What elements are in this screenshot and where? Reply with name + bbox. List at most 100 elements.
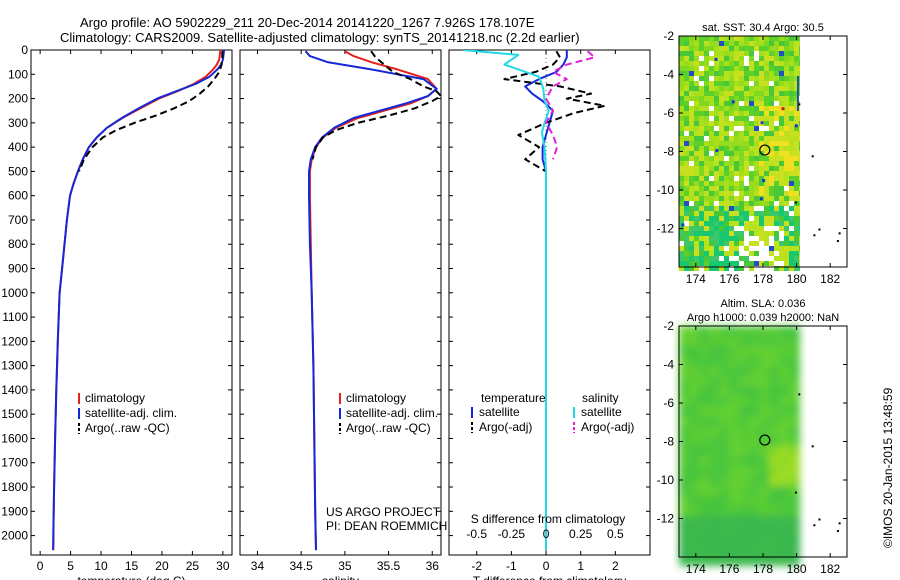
- sst-cell: [694, 201, 699, 206]
- sla-cell: [779, 326, 789, 336]
- sla-cell: [729, 556, 739, 566]
- sst-cell: [779, 186, 784, 191]
- sst-cell: [699, 181, 704, 186]
- sst-cell: [719, 196, 724, 201]
- sla-cell: [699, 366, 709, 376]
- sla-cell: [709, 366, 719, 376]
- sst-hot-pixel: [781, 107, 785, 111]
- sst_map-xtick-label: 182: [820, 272, 840, 286]
- sst-cell: [769, 86, 774, 91]
- sst-cell: [754, 156, 759, 161]
- sla-cell: [729, 336, 739, 346]
- sst-cell: [749, 136, 754, 141]
- sst-cell: [734, 191, 739, 196]
- sst-cell: [719, 116, 724, 121]
- sst-cell: [744, 56, 749, 61]
- sst-cell: [779, 146, 784, 151]
- sst-cell: [754, 66, 759, 71]
- sla-cell: [749, 356, 759, 366]
- sla-cell: [689, 336, 699, 346]
- sla-cell: [709, 496, 719, 506]
- sst-cell: [759, 106, 764, 111]
- sst-cell: [744, 131, 749, 136]
- sla-cell: [689, 346, 699, 356]
- sst-cell: [719, 191, 724, 196]
- sla-cell: [759, 516, 769, 526]
- sst-cell: [739, 71, 744, 76]
- difference-series-salinity-argo-adj-: [545, 50, 596, 160]
- sst-cell: [704, 211, 709, 216]
- sst-cell: [774, 216, 779, 221]
- sst-cell: [789, 141, 794, 146]
- sst-cell: [794, 231, 799, 236]
- sst-cell: [764, 206, 769, 211]
- sst-cell: [729, 186, 734, 191]
- sst-cell: [719, 111, 724, 116]
- sst-cell: [749, 146, 754, 151]
- sla-cell: [779, 336, 789, 346]
- sst-cell: [799, 136, 800, 141]
- sst_map-ytick-label: -12: [657, 222, 675, 236]
- sst-cell: [789, 251, 794, 256]
- sla-cell: [789, 556, 799, 566]
- sst-cell: [684, 61, 689, 66]
- sst-cell: [754, 226, 759, 231]
- sla-cell: [729, 456, 739, 466]
- sst-cool-pixel: [759, 197, 763, 201]
- sst-cell: [684, 46, 689, 51]
- sst-cell: [784, 216, 789, 221]
- sst-cell: [764, 161, 769, 166]
- sla-cell: [679, 406, 689, 416]
- sla-cell: [779, 536, 789, 546]
- project-credit: US ARGO PROJECT: [326, 505, 441, 519]
- sst-cell: [759, 41, 764, 46]
- sst-cell: [759, 206, 764, 211]
- sst-cell: [769, 41, 774, 46]
- sst-cell: [794, 241, 799, 246]
- sst-cell: [784, 181, 789, 186]
- sst-cell: [759, 186, 764, 191]
- sst-cell: [769, 121, 774, 126]
- sst-cell: [789, 86, 794, 91]
- legend-label-argo: Argo(..raw -QC): [85, 421, 170, 435]
- sst-cell: [774, 76, 779, 81]
- sla-cell: [789, 446, 799, 456]
- sst-cell: [794, 151, 799, 156]
- sst-cell: [784, 101, 789, 106]
- sst-cell: [704, 256, 709, 261]
- sst-cell: [689, 156, 694, 161]
- sst-cell: [704, 131, 709, 136]
- sst-cell: [744, 86, 749, 91]
- sst-cell: [749, 121, 754, 126]
- sst_map-ytick-label: -6: [663, 106, 674, 120]
- sst-cell: [724, 256, 729, 261]
- sst-cell: [744, 211, 749, 216]
- sst-cell: [754, 101, 759, 106]
- sst-cell: [684, 161, 689, 166]
- sst-cell: [769, 156, 774, 161]
- sst-cell: [714, 201, 719, 206]
- sla-cell: [689, 446, 699, 456]
- sst-cool-pixel: [715, 149, 719, 153]
- sla-cell: [699, 546, 709, 556]
- sla-cell: [679, 526, 689, 536]
- sst-cell: [684, 251, 689, 256]
- sst-cell: [724, 251, 729, 256]
- sla-cell: [739, 416, 749, 426]
- sst-cell: [774, 126, 779, 131]
- sst-cell: [789, 66, 794, 71]
- legend-label-argo: Argo(..raw -QC): [346, 421, 431, 435]
- sst-cell: [719, 36, 724, 41]
- depth-tick-label: 1000: [1, 286, 28, 300]
- sst-cell: [789, 161, 794, 166]
- sla-cell: [729, 446, 739, 456]
- sst-cell: [754, 166, 759, 171]
- sst_map-ytick-label: -4: [663, 68, 674, 82]
- sst-cell: [679, 151, 684, 156]
- sst-cell: [719, 181, 724, 186]
- sst-cell: [784, 106, 789, 111]
- sst-cell: [744, 231, 749, 236]
- sst-cell: [744, 136, 749, 141]
- sst-cell: [729, 266, 734, 271]
- sla-cell: [689, 506, 699, 516]
